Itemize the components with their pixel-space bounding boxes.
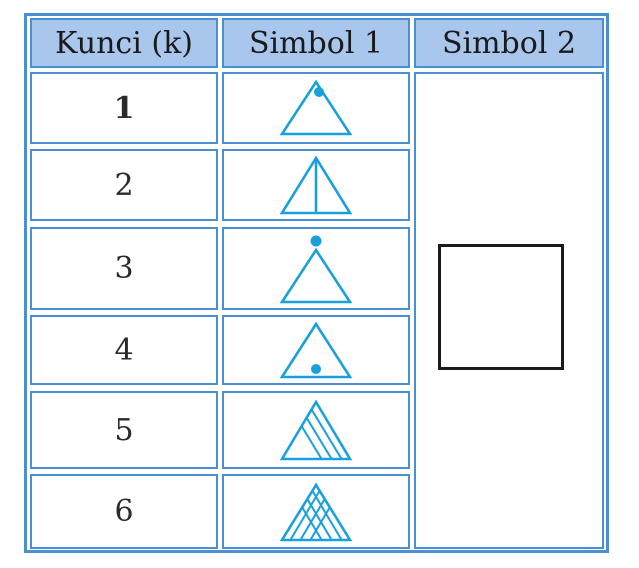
answer-box[interactable] bbox=[438, 244, 564, 370]
symbol-2-column bbox=[414, 72, 604, 549]
symbol-cell-1 bbox=[222, 72, 410, 144]
triangle-dot-bottom-icon bbox=[279, 321, 353, 379]
symbol-cell-4 bbox=[222, 315, 410, 385]
triangle-cross-hatch-icon bbox=[279, 482, 353, 541]
symbol-cell-3 bbox=[222, 227, 410, 310]
key-cell-1: 1 bbox=[30, 72, 218, 144]
key-cell-6: 6 bbox=[30, 474, 218, 549]
key-cell-2: 2 bbox=[30, 149, 218, 221]
symbol-cell-2 bbox=[222, 149, 410, 221]
key-cell-4: 4 bbox=[30, 315, 218, 385]
key-cell-5: 5 bbox=[30, 391, 218, 469]
triangle-diagonal-hatch-icon bbox=[279, 399, 353, 461]
triangle-dot-above-icon bbox=[279, 235, 353, 303]
triangle-dot-top-icon bbox=[279, 79, 353, 136]
key-cell-3: 3 bbox=[30, 227, 218, 310]
triangle-center-line-icon bbox=[279, 155, 353, 215]
header-symbol-1: Simbol 1 bbox=[222, 18, 410, 68]
header-symbol-2: Simbol 2 bbox=[414, 18, 604, 68]
header-key: Kunci (k) bbox=[30, 18, 218, 68]
symbol-cell-6 bbox=[222, 474, 410, 549]
symbol-cell-5 bbox=[222, 391, 410, 469]
